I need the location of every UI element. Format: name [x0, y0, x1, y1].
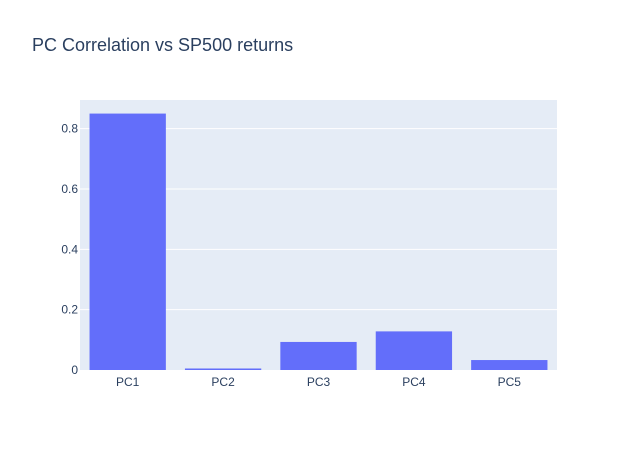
x-tick-label: PC3: [307, 375, 331, 389]
chart-title: PC Correlation vs SP500 returns: [32, 35, 293, 55]
x-tick-label: PC1: [116, 375, 140, 389]
bar-pc1: [89, 113, 166, 371]
y-axis-ticks: 0 0.2 0.4 0.6 0.8: [61, 122, 78, 377]
y-tick-label: 0.4: [61, 242, 78, 256]
bar-pc5: [471, 360, 548, 370]
bar-pc2: [184, 368, 262, 370]
bar-pc4: [375, 331, 453, 370]
x-tick-label: PC5: [498, 375, 522, 389]
y-tick-label: 0: [71, 363, 78, 377]
x-tick-label: PC2: [211, 375, 235, 389]
bar-pc3: [280, 341, 357, 370]
y-tick-label: 0.2: [61, 303, 78, 317]
y-tick-label: 0.6: [61, 182, 78, 196]
y-tick-label: 0.8: [61, 122, 78, 136]
x-axis-ticks: PC1 PC2 PC3 PC4 PC5: [116, 375, 521, 389]
bars: [89, 113, 548, 371]
x-tick-label: PC4: [402, 375, 426, 389]
